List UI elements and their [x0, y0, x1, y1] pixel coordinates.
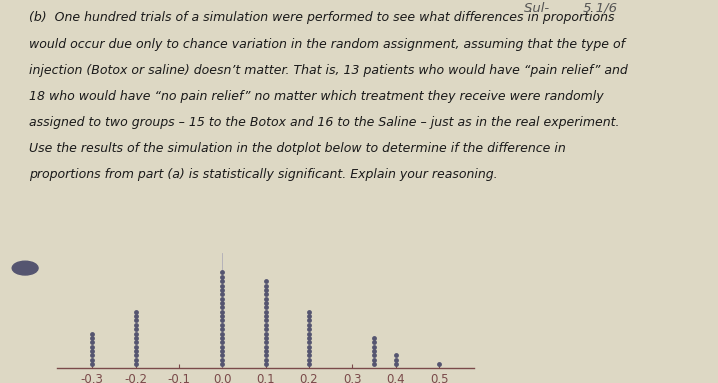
Text: 18 who would have “no pain relief” no matter which treatment they receive were r: 18 who would have “no pain relief” no ma…	[29, 90, 603, 103]
Text: Use the results of the simulation in the dotplot below to determine if the diffe: Use the results of the simulation in the…	[29, 142, 566, 155]
Text: injection (Botox or saline) doesn’t matter. That is, 13 patients who would have : injection (Botox or saline) doesn’t matt…	[29, 64, 628, 77]
Text: assigned to two groups – 15 to the Botox and 16 to the Saline – just as in the r: assigned to two groups – 15 to the Botox…	[29, 116, 619, 129]
Text: would occur due only to chance variation in the random assignment, assuming that: would occur due only to chance variation…	[29, 38, 625, 51]
Text: (b)  One hundred trials of a simulation were performed to see what differences i: (b) One hundred trials of a simulation w…	[29, 11, 614, 25]
Text: Sul-        5 1/6: Sul- 5 1/6	[524, 2, 617, 15]
Text: proportions from part (a) is statistically significant. Explain your reasoning.: proportions from part (a) is statistical…	[29, 168, 498, 181]
Circle shape	[12, 261, 38, 275]
